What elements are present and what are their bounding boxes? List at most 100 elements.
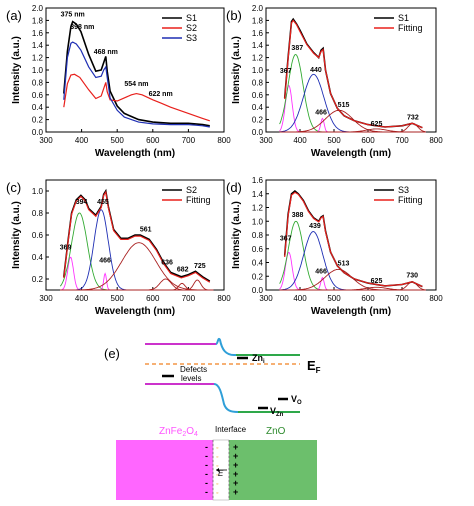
series-line-s2 [63, 73, 210, 122]
y-tick-label: 1.8 [252, 16, 264, 25]
y-tick-label: 1.6 [32, 29, 44, 38]
legend-label: S3 [186, 33, 197, 43]
fit-component-466 [60, 272, 214, 291]
legend-label: S1 [398, 13, 409, 23]
y-tick-label: 1.0 [252, 66, 264, 75]
legend-label: S1 [186, 13, 197, 23]
x-tick-label: 500 [327, 136, 341, 145]
fit-component-440 [279, 73, 426, 133]
oxygen-vacancy-label: VO [291, 394, 302, 406]
y-tick-label: 1.0 [32, 66, 44, 75]
y-tick-label: 0.4 [252, 103, 264, 112]
peak-annotation: 468 nm [94, 49, 118, 56]
field-arrow-head [216, 468, 219, 472]
hole-marker: ◦ [216, 454, 218, 461]
x-tick-label: 300 [39, 294, 53, 303]
series-line-fitting [63, 190, 211, 283]
peak-annotation: 466 [315, 269, 327, 276]
hole-marker: ◦ [216, 490, 218, 497]
peak-annotation: 513 [338, 260, 350, 267]
y-tick-label: 0.8 [252, 78, 264, 87]
x-tick-label: 700 [395, 136, 409, 145]
y-tick-label: 0.0 [252, 286, 264, 295]
x-tick-label: 700 [395, 294, 409, 303]
x-tick-label: 500 [327, 294, 341, 303]
hole-marker: ◦ [216, 445, 218, 452]
fermi-level-label: EF [307, 358, 321, 375]
x-tick-label: 400 [75, 294, 89, 303]
peak-annotation: 515 [338, 102, 350, 109]
y-tick-label: 0.6 [252, 91, 264, 100]
y-tick-label: 0.2 [252, 272, 264, 281]
y-tick-label: 0.8 [32, 78, 44, 87]
peak-annotation: 455 [97, 199, 109, 206]
negative-charge: - [205, 442, 208, 452]
x-axis-label: Wavelength (nm) [95, 148, 175, 159]
peak-annotation: 375 nm [61, 12, 85, 19]
y-tick-label: 0.2 [32, 275, 44, 284]
y-tick-label: 1.0 [252, 217, 264, 226]
y-axis-label: Intensity (a.u.) [231, 201, 242, 269]
y-tick-label: 2.0 [32, 4, 44, 13]
x-tick-label: 800 [429, 136, 443, 145]
y-tick-label: 1.2 [32, 54, 44, 63]
positive-charge: + [233, 487, 238, 497]
x-tick-label: 700 [182, 136, 196, 145]
x-tick-label: 600 [146, 136, 160, 145]
y-tick-label: 1.2 [252, 204, 264, 213]
x-tick-label: 800 [217, 294, 231, 303]
hole-marker: ◦ [216, 472, 218, 479]
positive-charge: + [233, 451, 238, 461]
band-diagram: (e) EF Zni Defects levels VO VZn ZnFe2O4… [104, 337, 321, 501]
peak-annotation: 625 [371, 278, 383, 285]
x-tick-label: 300 [259, 294, 273, 303]
y-tick-label: 2.0 [252, 4, 264, 13]
y-tick-label: 0.4 [32, 253, 44, 262]
hole-marker: ◦ [216, 481, 218, 488]
fit-component-513 [279, 268, 426, 291]
fit-component-732 [279, 122, 426, 133]
peak-annotation: 554 nm [124, 81, 148, 88]
x-tick-label: 500 [111, 294, 125, 303]
legend-label: Fitting [398, 195, 423, 205]
chart-panel-1: (b) 300 400 500 600 700 800 0.0 0.2 0.4 0.6 0.8 1.0 1… [226, 4, 443, 159]
y-tick-label: 0.6 [32, 231, 44, 240]
y-axis-label: Intensity (a.u.) [231, 36, 242, 104]
peak-annotation: 730 [406, 273, 418, 280]
hole-marker: ◦ [216, 463, 218, 470]
x-tick-label: 400 [293, 294, 307, 303]
fit-component-725 [60, 279, 214, 291]
y-tick-label: 1.4 [252, 41, 264, 50]
defects-label-1: Defects [180, 365, 207, 374]
peak-annotation: 622 nm [149, 91, 173, 98]
series-line-s1 [283, 17, 423, 129]
panel-label: (c) [6, 180, 21, 195]
y-tick-label: 0.4 [252, 259, 264, 268]
negative-charge: - [205, 451, 208, 461]
y-tick-label: 0.4 [32, 103, 44, 112]
series-line-s1 [63, 20, 210, 127]
series-line-s3 [63, 41, 210, 128]
zinc-vacancy-label: VZn [270, 406, 284, 418]
fit-component-515 [279, 109, 426, 133]
x-tick-label: 300 [259, 136, 273, 145]
panel-label: (b) [226, 8, 242, 23]
x-axis-label: Wavelength (nm) [95, 306, 175, 317]
peak-annotation: 625 [371, 121, 383, 128]
zinc-ferrite-block [116, 440, 213, 500]
peak-annotation: 367 [280, 68, 292, 75]
peak-annotation: 387 [291, 45, 303, 52]
defects-label-2: levels [181, 374, 201, 383]
peak-annotation: 367 [280, 236, 292, 243]
peak-annotation: 369 [60, 244, 72, 251]
x-tick-label: 800 [217, 136, 231, 145]
x-axis-label: Wavelength (nm) [311, 148, 391, 159]
zn-interstitial-label: Zni [252, 353, 265, 365]
x-tick-label: 600 [361, 294, 375, 303]
peak-annotation: 725 [194, 263, 206, 270]
negative-charge: - [205, 460, 208, 470]
x-tick-label: 600 [361, 136, 375, 145]
y-tick-label: 0.6 [252, 245, 264, 254]
legend-label: Fitting [186, 195, 211, 205]
x-tick-label: 800 [429, 294, 443, 303]
